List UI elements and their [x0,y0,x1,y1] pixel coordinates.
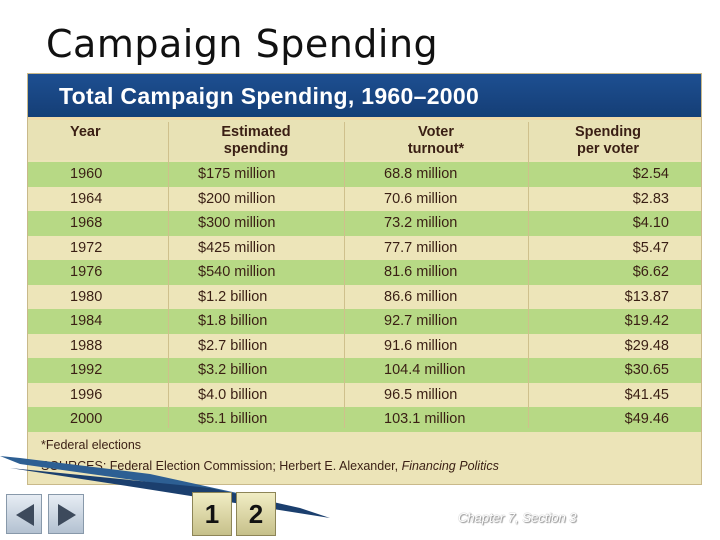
table-cell: 1980 [70,288,103,305]
table-row: 1960 $175 million 68.8 million $2.54 [28,162,701,187]
column-divider [168,122,169,428]
table-cell: 103.1 million [384,411,466,427]
table-cell: $300 million [198,215,276,231]
table-sources: SOURCES: Federal Election Commission; He… [41,459,499,473]
column-divider [344,122,345,428]
table-cell: 1960 [70,166,103,182]
table-row: 1984 $1.8 billion 92.7 million $19.42 [28,309,701,334]
table-cell: 86.6 million [384,288,458,305]
table-cell: 92.7 million [384,313,458,329]
table-cell: 1968 [70,215,103,231]
table-cell: $29.48 [624,337,669,354]
table-cell: $200 million [198,190,276,207]
table-cell: $30.65 [624,362,669,378]
table-row: 1976 $540 million 81.6 million $6.62 [28,260,701,285]
table-cell: $49.46 [624,411,669,427]
table-cell: 1988 [70,337,103,354]
header-spending-line2: spending [223,141,289,157]
table-cell: $13.87 [624,288,669,305]
table-row: 1988 $2.7 billion 91.6 million $29.48 [28,333,701,358]
table-cell: $1.8 billion [198,313,268,329]
table-row: 1992 $3.2 billion 104.4 million $30.65 [28,358,701,383]
table-footnote: *Federal elections [41,438,142,452]
header-spending-line1: Estimated [221,124,291,140]
slide-caption: Chapter 7, Section 3 [458,510,577,525]
table-cell: $2.7 billion [198,337,268,354]
table-row: 1996 $4.0 billion 96.5 million $41.45 [28,382,701,407]
header-estimated-spending: Estimated spending [198,124,314,158]
sources-prefix: SOURCES: Federal Election Commission; He… [41,459,402,473]
table-row: 1964 $200 million 70.6 million $2.83 [28,186,701,211]
table-cell: 73.2 million [384,215,458,231]
sources-title: Financing Politics [401,459,499,473]
table-cell: 81.6 million [384,264,458,280]
table-cell: 1972 [70,239,103,256]
header-spending-per-voter: Spending per voter [533,124,683,158]
header-turnout-line1: Voter [418,124,454,140]
header-year: Year [70,124,101,141]
header-per-voter-line2: per voter [576,141,640,157]
next-slide-button[interactable] [48,494,84,534]
table-cell: $4.0 billion [198,386,268,403]
table-cell: 68.8 million [384,166,458,182]
decorative-swoosh [0,456,330,518]
table-cell: $2.83 [632,190,669,207]
table-row: 2000 $5.1 billion 103.1 million $49.46 [28,407,701,432]
table-cell: $540 million [198,264,276,280]
header-voter-turnout: Voter turnout* [344,124,528,158]
table-banner: Total Campaign Spending, 1960–2000 [28,74,701,120]
header-year-line1: Year [70,124,101,140]
table-cell: $425 million [198,239,276,256]
page-link-2[interactable]: 2 [236,492,276,536]
header-turnout-line2: turnout* [407,141,465,157]
table-cell: $5.47 [632,239,669,256]
table-cell: $6.62 [632,264,669,280]
table-cell: $41.45 [624,386,669,403]
table-cell: 77.7 million [384,239,458,256]
table-cell: $3.2 billion [198,362,268,378]
prev-slide-button[interactable] [6,494,42,534]
table-row: 1972 $425 million 77.7 million $5.47 [28,235,701,260]
table-cell: 1964 [70,190,103,207]
table-cell: $2.54 [632,166,669,182]
table-cell: 96.5 million [384,386,458,403]
table-cell: 1996 [70,386,103,403]
table-cell: 1984 [70,313,103,329]
table-header-row: Year Estimated spending Voter turnout* S… [28,120,701,160]
table-cell: $1.2 billion [198,288,268,305]
column-divider [528,122,529,428]
header-per-voter-line1: Spending [574,124,642,140]
page-link-1[interactable]: 1 [192,492,232,536]
table-cell: 70.6 million [384,190,458,207]
table-cell: $19.42 [624,313,669,329]
table-cell: 91.6 million [384,337,458,354]
table-cell: $175 million [198,166,276,182]
table-cell: 104.4 million [384,362,466,378]
next-arrow-icon [58,504,76,526]
table-cell: 2000 [70,411,103,427]
slide-title: Campaign Spending [46,22,439,66]
table-row: 1968 $300 million 73.2 million $4.10 [28,211,701,236]
table-cell: 1992 [70,362,103,378]
campaign-spending-table: Total Campaign Spending, 1960–2000 Year … [27,73,702,485]
table-title: Total Campaign Spending, 1960–2000 [59,83,480,109]
prev-arrow-icon [16,504,34,526]
table-cell: $5.1 billion [198,411,268,427]
table-cell: $4.10 [632,215,669,231]
table-cell: 1976 [70,264,103,280]
table-row: 1980 $1.2 billion 86.6 million $13.87 [28,284,701,309]
